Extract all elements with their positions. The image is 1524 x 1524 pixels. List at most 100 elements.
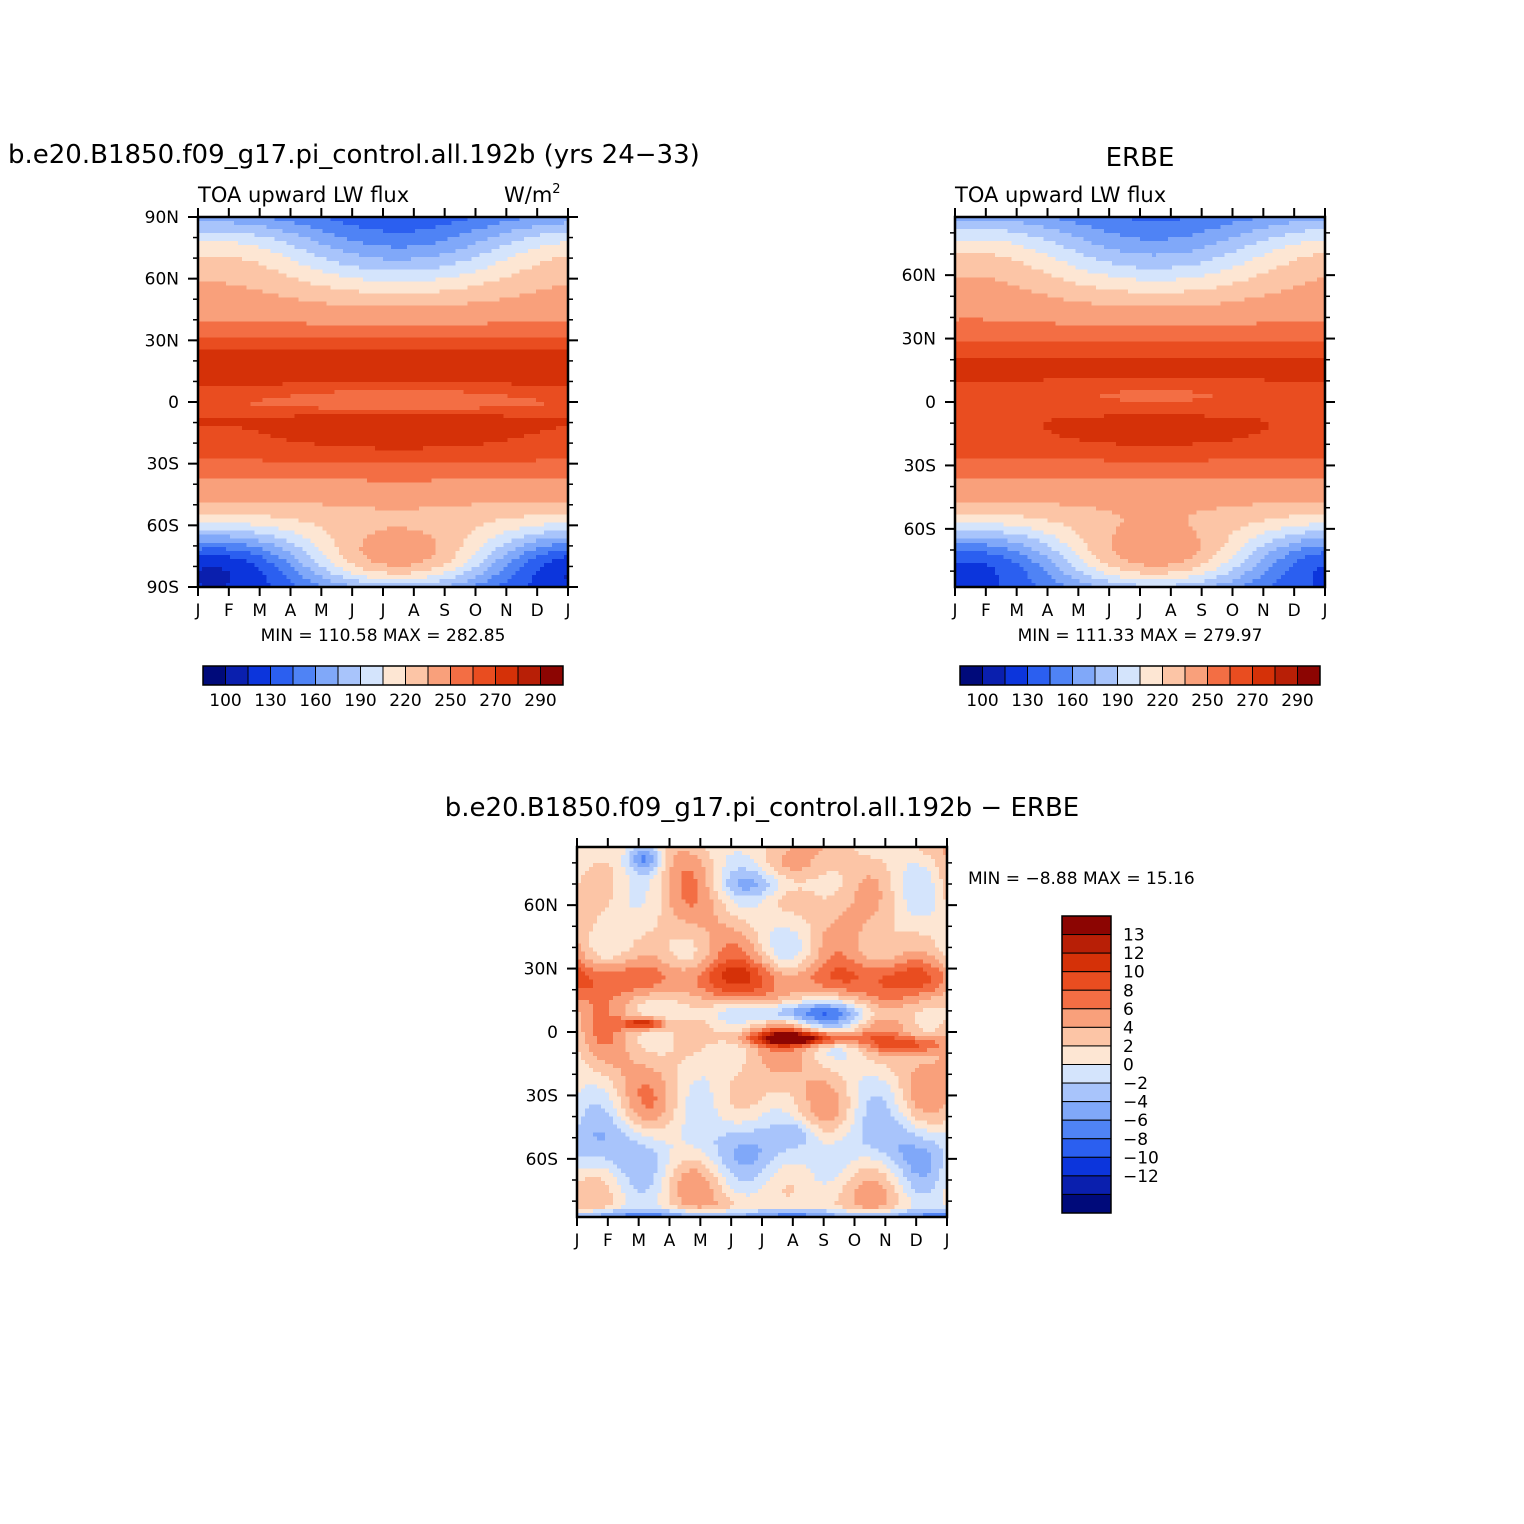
contour-cell: [230, 361, 235, 367]
contour-cell: [479, 301, 485, 307]
contour-cell: [318, 410, 324, 415]
contour-cell: [499, 361, 505, 367]
contour-cell: [431, 245, 436, 250]
contour-cell: [503, 277, 509, 282]
contour-cell: [547, 329, 553, 335]
contour-cell: [559, 365, 565, 371]
contour-cell: [198, 422, 203, 427]
contour-cell: [411, 414, 416, 419]
contour-cell: [559, 406, 565, 411]
contour-cell: [314, 313, 320, 319]
contour-cell: [222, 305, 227, 311]
contour-cell: [551, 345, 557, 351]
contour-cell: [423, 281, 428, 286]
contour-cell: [483, 309, 489, 315]
contour-cell: [487, 289, 493, 295]
contour-cell: [302, 217, 308, 222]
contour-cell: [447, 273, 452, 278]
contour-cell: [362, 422, 368, 427]
contour-cell: [214, 217, 219, 222]
contour-cell: [483, 397, 489, 403]
contour-cell: [463, 257, 469, 262]
contour-cell: [547, 221, 553, 226]
contour-cell: [342, 329, 348, 335]
contour-cell: [435, 389, 440, 395]
contour-cell: [415, 245, 420, 250]
contour-cell: [487, 253, 493, 258]
contour-cell: [435, 225, 440, 230]
contour-cell: [262, 233, 267, 238]
contour-cell: [354, 221, 360, 226]
contour-cell: [471, 385, 477, 391]
contour-cell: [314, 277, 320, 282]
contour-cell: [266, 257, 271, 262]
contour-cell: [519, 297, 525, 303]
contour-cell: [354, 357, 360, 363]
contour-cell: [403, 349, 408, 355]
contour-cell: [411, 245, 416, 250]
contour-cell: [471, 349, 477, 355]
contour-cell: [391, 309, 396, 315]
contour-cell: [202, 257, 207, 262]
contour-cell: [407, 289, 412, 295]
contour-cell: [314, 422, 320, 427]
contour-cell: [210, 402, 215, 407]
contour-cell: [374, 277, 380, 282]
contour-cell: [290, 406, 296, 411]
contour-cell: [238, 281, 243, 286]
contour-cell: [262, 317, 267, 323]
contour-cell: [535, 285, 541, 290]
contour-cell: [523, 361, 529, 367]
contour-cell: [354, 313, 360, 319]
contour-cell: [270, 253, 276, 258]
contour-cell: [423, 385, 428, 391]
contour-cell: [511, 345, 517, 351]
contour-cell: [346, 217, 352, 222]
contour-cell: [551, 217, 557, 222]
contour-cell: [531, 249, 537, 254]
contour-cell: [535, 297, 541, 303]
contour-cell: [374, 249, 380, 254]
contour-cell: [459, 369, 465, 375]
contour-cell: [551, 289, 557, 295]
contour-cell: [310, 261, 316, 266]
contour-cell: [366, 393, 372, 399]
contour-cell: [234, 365, 239, 371]
contour-cell: [423, 353, 428, 359]
contour-cell: [415, 361, 420, 367]
contour-cell: [330, 361, 336, 367]
contour-cell: [358, 253, 364, 258]
contour-cell: [507, 325, 513, 331]
contour-cell: [206, 365, 211, 371]
contour-cell: [370, 233, 376, 238]
contour-cell: [302, 385, 308, 391]
contour-cell: [507, 289, 513, 295]
contour-cell: [254, 237, 259, 242]
contour-cell: [282, 225, 288, 230]
contour-cell: [427, 369, 432, 375]
contour-cell: [507, 245, 513, 250]
contour-cell: [491, 365, 497, 371]
contour-cell: [294, 402, 300, 407]
contour-cell: [206, 389, 211, 395]
contour-cell: [294, 273, 300, 278]
contour-cell: [535, 281, 541, 286]
contour-cell: [459, 381, 465, 387]
contour-cell: [318, 217, 324, 222]
contour-cell: [318, 265, 324, 270]
contour-cell: [543, 269, 549, 274]
contour-cell: [387, 373, 392, 379]
contour-cell: [395, 305, 400, 311]
contour-cell: [427, 249, 432, 254]
contour-cell: [354, 345, 360, 351]
contour-cell: [262, 265, 267, 270]
contour-cell: [519, 221, 525, 226]
contour-cell: [423, 245, 428, 250]
contour-cell: [294, 349, 300, 355]
contour-cell: [254, 285, 259, 290]
contour-cell: [383, 305, 388, 311]
contour-cell: [238, 361, 243, 367]
contour-cell: [523, 225, 529, 230]
contour-cell: [523, 265, 529, 270]
contour-cell: [563, 397, 569, 403]
